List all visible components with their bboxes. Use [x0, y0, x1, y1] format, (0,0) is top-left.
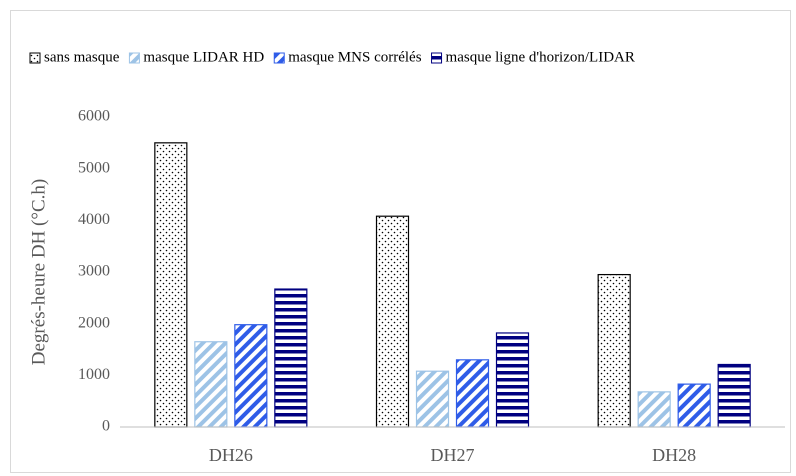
bar	[154, 142, 188, 428]
legend-swatch	[431, 52, 443, 64]
y-tick-label: 3000	[78, 263, 110, 280]
y-tick-label: 2000	[78, 314, 110, 331]
legend-swatch	[128, 52, 140, 64]
bar	[495, 332, 530, 428]
y-tick-label: 4000	[78, 211, 110, 228]
bar	[375, 215, 410, 428]
legend-swatch	[273, 52, 285, 64]
bar	[234, 324, 268, 428]
legend-swatch	[29, 52, 41, 64]
y-tick-label: 5000	[78, 159, 110, 176]
bar	[637, 391, 671, 428]
bar	[717, 363, 751, 428]
x-tick-label: DH28	[652, 445, 696, 465]
y-tick-label: 6000	[78, 108, 110, 125]
bar	[455, 359, 490, 428]
legend-label: masque MNS corrélés	[288, 49, 421, 65]
legend-label: masque LIDAR HD	[143, 49, 264, 65]
bar	[274, 288, 308, 428]
bar	[597, 273, 631, 428]
y-tick-label: 1000	[78, 366, 110, 383]
y-tick-label: 0	[102, 418, 110, 435]
bar	[677, 383, 711, 428]
legend-label: masque ligne d'horizon/LIDAR	[446, 49, 635, 65]
legend-label: sans masque	[44, 49, 120, 65]
x-tick-label: DH26	[209, 445, 253, 465]
bar	[415, 370, 450, 428]
chart-frame	[10, 10, 791, 473]
y-axis-label: Degrés-heure DH (°C.h)	[28, 179, 49, 365]
bar	[194, 341, 228, 428]
x-tick-label: DH27	[431, 445, 475, 465]
legend: sans masque masque LIDAR HD masque MNS cor…	[29, 49, 635, 65]
